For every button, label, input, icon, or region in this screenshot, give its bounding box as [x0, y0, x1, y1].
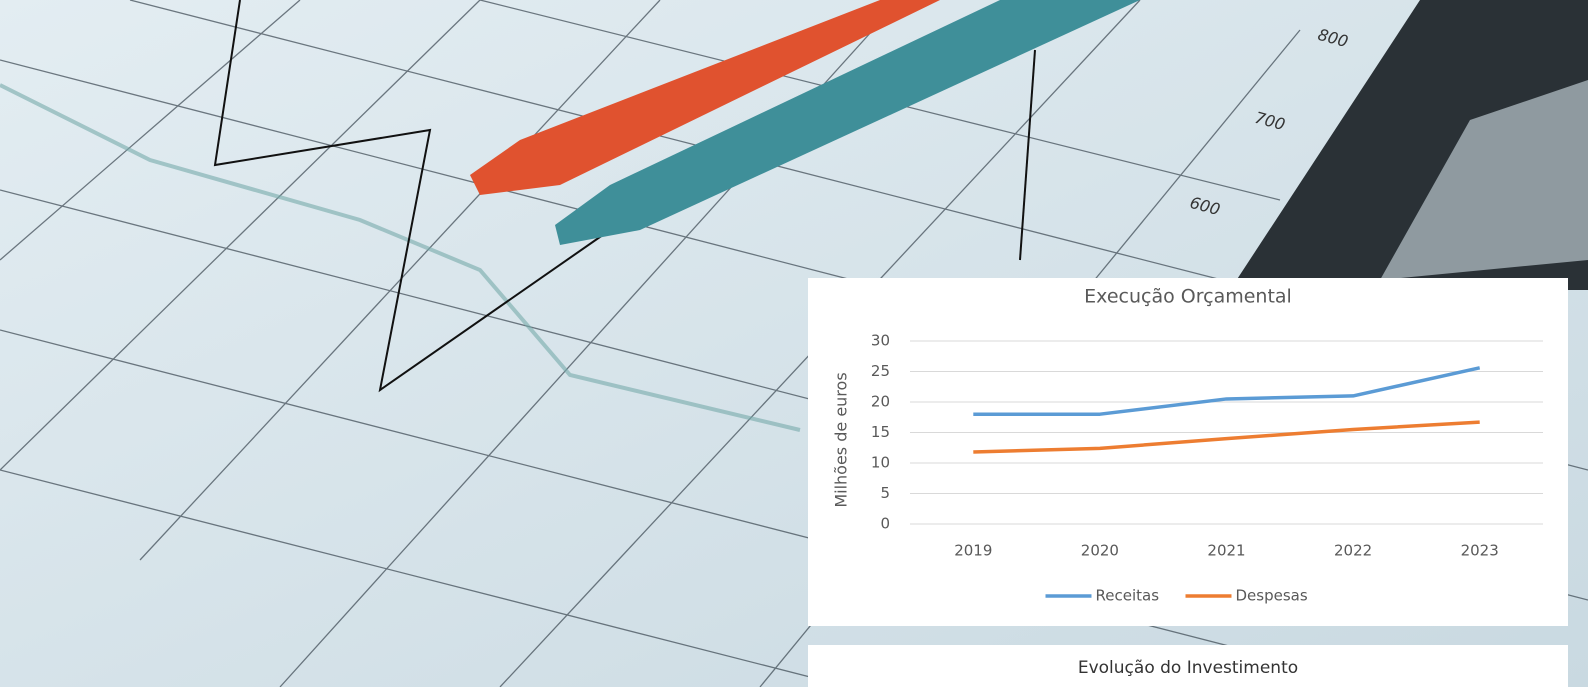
- chart-panel: [808, 278, 1568, 626]
- chart-title: Execução Orçamental: [1084, 286, 1292, 308]
- x-tick-label: 2020: [1081, 542, 1119, 560]
- section-title: Evolução do Investimento: [1078, 658, 1298, 678]
- y-tick-label: 5: [880, 484, 890, 502]
- x-tick-label: 2019: [954, 542, 992, 560]
- y-tick-label: 15: [871, 423, 890, 441]
- legend-label: Receitas: [1096, 587, 1160, 605]
- y-tick-label: 30: [871, 332, 890, 350]
- data-line: [973, 366, 1481, 416]
- x-tick-label: 2021: [1207, 542, 1245, 560]
- y-tick-label: 25: [871, 362, 890, 380]
- data-line: [973, 420, 1480, 454]
- x-tick-label: 2023: [1461, 542, 1499, 560]
- y-tick-label: 10: [871, 454, 890, 472]
- y-axis-label: Milhões de euros: [832, 372, 851, 507]
- next-panel: [808, 645, 1568, 687]
- y-tick-label: 0: [880, 515, 890, 533]
- x-tick-label: 2022: [1334, 542, 1372, 560]
- legend-label: Despesas: [1236, 587, 1308, 605]
- y-tick-label: 20: [871, 393, 890, 411]
